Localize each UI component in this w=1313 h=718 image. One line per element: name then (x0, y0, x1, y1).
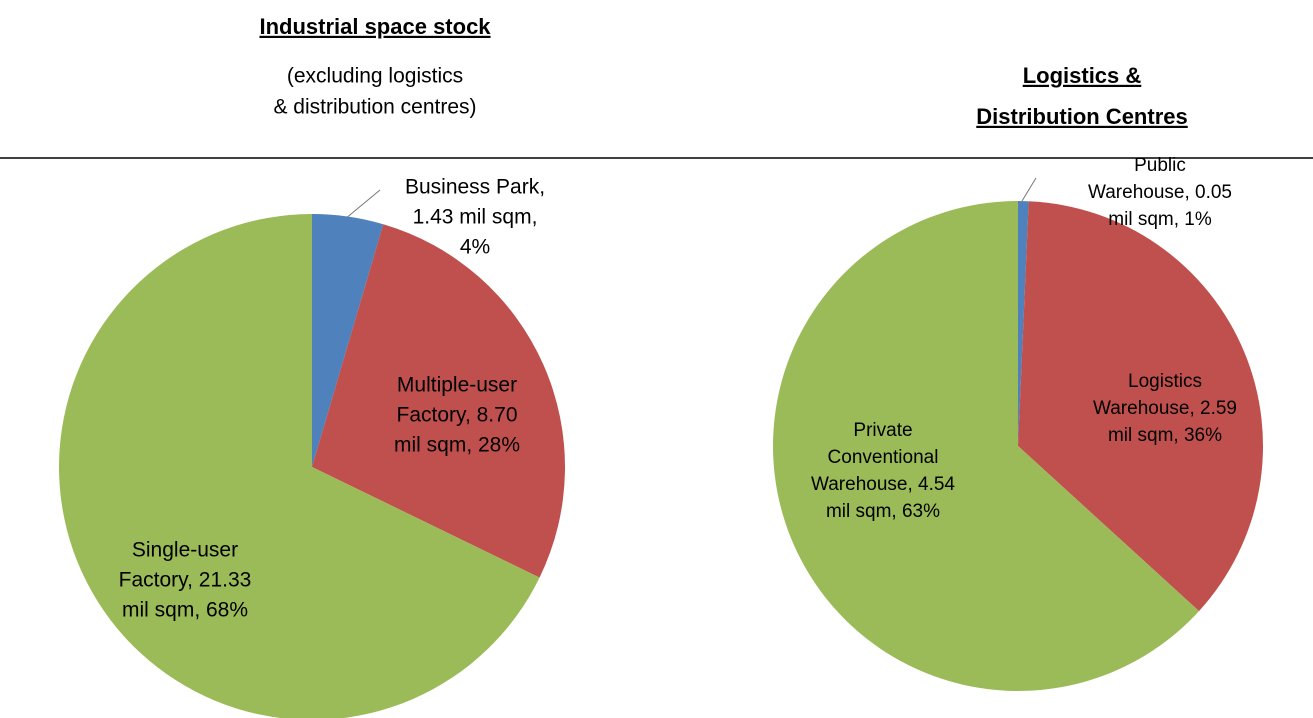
slice-label: Private (853, 420, 912, 441)
slice-label: Conventional (828, 447, 939, 468)
slice-label: mil sqm, 68% (122, 599, 248, 622)
leader-line (344, 189, 381, 220)
slice-label: Logistics (1128, 371, 1202, 392)
slice-label: Public (1134, 155, 1186, 176)
slice-label: Single-user (132, 539, 238, 562)
slice-label: Warehouse, 2.59 (1093, 398, 1237, 419)
slice-label: mil sqm, 1% (1108, 209, 1212, 230)
chart-title: Distribution Centres (976, 104, 1187, 129)
pie-slice (772, 201, 1200, 691)
pie-slice (312, 214, 384, 467)
slice-label: Factory, 21.33 (119, 569, 252, 592)
leader-line (1021, 177, 1037, 202)
slice-label: Warehouse, 4.54 (811, 474, 955, 495)
slice-label: mil sqm, 36% (1108, 425, 1222, 446)
chart-title: Industrial space stock (259, 14, 491, 39)
chart-subtitle: & distribution centres) (273, 96, 476, 119)
pie-slice (1018, 201, 1263, 612)
chart-title: Logistics & (1023, 63, 1142, 88)
slice-label: Factory, 8.70 (397, 404, 518, 427)
pie-slice (1018, 201, 1029, 446)
slice-label: 1.43 mil sqm, (413, 206, 538, 229)
pie-slice (312, 224, 566, 578)
slice-label: Multiple-user (397, 374, 517, 397)
pie-slice (59, 214, 540, 718)
chart-subtitle: (excluding logistics (287, 65, 463, 88)
slice-label: 4% (460, 236, 490, 259)
slice-label: Warehouse, 0.05 (1088, 182, 1232, 203)
slice-label: Business Park, (405, 176, 545, 199)
slice-label: mil sqm, 28% (394, 434, 520, 457)
slice-label: mil sqm, 63% (826, 501, 940, 522)
